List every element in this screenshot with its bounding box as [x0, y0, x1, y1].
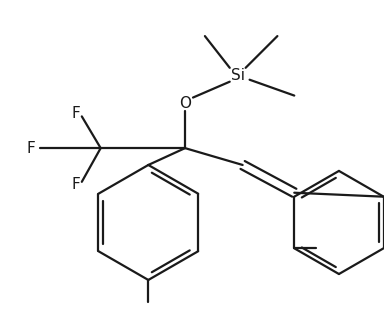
- Text: O: O: [179, 96, 191, 111]
- Text: F: F: [72, 106, 80, 121]
- Text: F: F: [27, 141, 35, 156]
- Text: Si: Si: [231, 68, 245, 83]
- Text: F: F: [72, 177, 80, 192]
